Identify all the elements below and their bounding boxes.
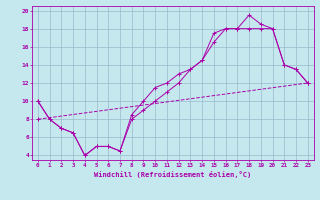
X-axis label: Windchill (Refroidissement éolien,°C): Windchill (Refroidissement éolien,°C)	[94, 171, 252, 178]
